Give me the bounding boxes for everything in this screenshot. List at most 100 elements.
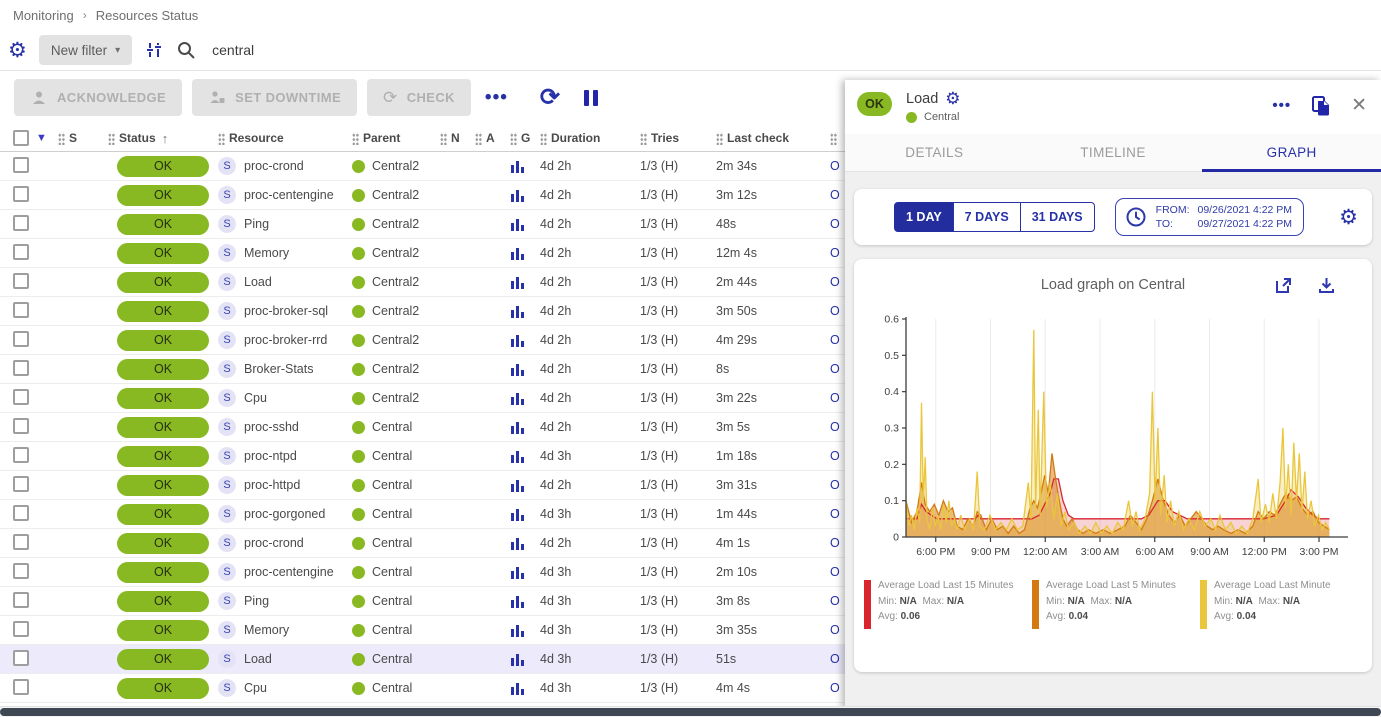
row-checkbox[interactable]: [13, 272, 29, 289]
set-downtime-button[interactable]: SET DOWNTIME: [192, 79, 358, 116]
table-row[interactable]: OK S Cpu Central2 4d 2h 1/3 (H) 3m 22s O: [0, 384, 845, 413]
col-graph[interactable]: G: [510, 131, 540, 145]
resource-name[interactable]: Memory: [244, 623, 290, 637]
drag-handle-icon[interactable]: [540, 131, 547, 145]
drag-handle-icon[interactable]: [830, 131, 837, 145]
drag-handle-icon[interactable]: [440, 131, 447, 145]
resource-name[interactable]: proc-crond: [244, 159, 304, 173]
tab-details[interactable]: DETAILS: [905, 145, 964, 160]
resource-name[interactable]: proc-broker-sql: [244, 304, 329, 318]
col-clipped[interactable]: [830, 131, 845, 145]
resource-name[interactable]: Load: [244, 652, 272, 666]
range-31-days[interactable]: 31 DAYS: [1019, 202, 1095, 232]
parent-name[interactable]: Central2: [372, 188, 420, 202]
parent-name[interactable]: Central: [372, 449, 413, 463]
graph-icon[interactable]: [510, 188, 525, 203]
to-value[interactable]: 09/27/2021 4:22 PM: [1197, 218, 1293, 230]
graph-icon[interactable]: [510, 362, 525, 377]
tab-timeline[interactable]: TIMELINE: [1080, 145, 1146, 160]
graph-icon[interactable]: [510, 623, 525, 638]
legend-item[interactable]: Average Load Last 5 Minutes Min: N/A Max:…: [1032, 578, 1200, 629]
col-action[interactable]: A: [475, 131, 510, 145]
drag-handle-icon[interactable]: [352, 131, 359, 145]
resource-name[interactable]: proc-centengine: [244, 565, 334, 579]
tab-graph[interactable]: GRAPH: [1202, 134, 1381, 172]
range-7-days[interactable]: 7 DAYS: [952, 202, 1021, 232]
sort-asc-icon[interactable]: ↑: [161, 130, 169, 146]
row-checkbox[interactable]: [13, 475, 29, 492]
resource-name[interactable]: proc-centengine: [244, 188, 334, 202]
row-checkbox[interactable]: [13, 359, 29, 376]
acknowledge-button[interactable]: ACKNOWLEDGE: [14, 79, 183, 116]
row-checkbox[interactable]: [13, 388, 29, 405]
from-to-picker[interactable]: FROM: 09/26/2021 4:22 PM TO: 09/27/2021 4:…: [1114, 198, 1305, 236]
horizontal-scrollbar[interactable]: [0, 706, 1381, 717]
breadcrumb-section[interactable]: Monitoring: [13, 7, 74, 23]
close-icon[interactable]: ✕: [1351, 95, 1367, 116]
parent-name[interactable]: Central2: [372, 217, 420, 231]
parent-name[interactable]: Central2: [372, 304, 420, 318]
drag-handle-icon[interactable]: [475, 131, 482, 145]
graph-icon[interactable]: [510, 420, 525, 435]
row-checkbox[interactable]: [13, 301, 29, 318]
col-severity[interactable]: S: [58, 131, 108, 145]
graph-icon[interactable]: [510, 275, 525, 290]
col-notes[interactable]: N: [440, 131, 475, 145]
resource-name[interactable]: Ping: [244, 217, 270, 231]
graph-icon[interactable]: [510, 478, 525, 493]
graph-icon[interactable]: [510, 159, 525, 174]
resource-name[interactable]: proc-sshd: [244, 420, 299, 434]
load-chart[interactable]: 0 0.1 0.2 0.3 0.4 0.5 0.6 6:00 PM 9:00 PM 12:00 A…: [866, 307, 1360, 574]
copy-link-icon[interactable]: [1311, 95, 1331, 117]
tune-filter-icon[interactable]: [144, 40, 164, 60]
col-parent[interactable]: Parent: [352, 131, 440, 145]
parent-name[interactable]: Central: [372, 507, 413, 521]
table-row[interactable]: OK S Memory Central2 4d 2h 1/3 (H) 12m 4s O: [0, 239, 845, 268]
table-row[interactable]: OK S Load Central2 4d 2h 1/3 (H) 2m 44s O: [0, 268, 845, 297]
row-checkbox[interactable]: [13, 156, 29, 173]
parent-name[interactable]: Central: [372, 681, 413, 695]
drag-handle-icon[interactable]: [108, 131, 115, 145]
col-duration[interactable]: Duration: [540, 131, 640, 145]
search-input[interactable]: central: [212, 42, 255, 58]
col-status[interactable]: Status ↑: [108, 131, 218, 146]
row-checkbox[interactable]: [13, 330, 29, 347]
graph-icon[interactable]: [510, 246, 525, 261]
resource-name[interactable]: Memory: [244, 246, 290, 260]
parent-name[interactable]: Central: [372, 623, 413, 637]
open-in-new-icon[interactable]: [1274, 276, 1293, 295]
from-value[interactable]: 09/26/2021 4:22 PM: [1197, 204, 1293, 216]
graph-icon[interactable]: [510, 507, 525, 522]
parent-name[interactable]: Central2: [372, 159, 420, 173]
parent-name[interactable]: Central: [372, 536, 413, 550]
table-row[interactable]: OK S Memory Central 4d 3h 1/3 (H) 3m 35s O: [0, 616, 845, 645]
more-actions-button[interactable]: •••: [484, 86, 508, 108]
drag-handle-icon[interactable]: [510, 131, 517, 145]
scrollbar-thumb[interactable]: [0, 708, 1381, 716]
graph-icon[interactable]: [510, 652, 525, 667]
graph-icon[interactable]: [510, 449, 525, 464]
row-checkbox[interactable]: [13, 446, 29, 463]
row-checkbox[interactable]: [13, 504, 29, 521]
resource-name[interactable]: Broker-Stats: [244, 362, 314, 376]
resource-name[interactable]: Ping: [244, 594, 270, 608]
select-dropdown-caret-icon[interactable]: ▼: [36, 132, 47, 144]
parent-name[interactable]: Central: [372, 478, 413, 492]
row-checkbox[interactable]: [13, 678, 29, 695]
row-checkbox[interactable]: [13, 214, 29, 231]
drag-handle-icon[interactable]: [716, 131, 723, 145]
filter-settings-gear-icon[interactable]: ⚙: [8, 38, 27, 62]
parent-name[interactable]: Central: [372, 565, 413, 579]
col-resource[interactable]: Resource: [218, 131, 352, 145]
parent-name[interactable]: Central2: [372, 391, 420, 405]
drag-handle-icon[interactable]: [640, 131, 647, 145]
resource-name[interactable]: proc-broker-rrd: [244, 333, 328, 347]
parent-name[interactable]: Central2: [372, 333, 420, 347]
resource-name[interactable]: Cpu: [244, 681, 267, 695]
